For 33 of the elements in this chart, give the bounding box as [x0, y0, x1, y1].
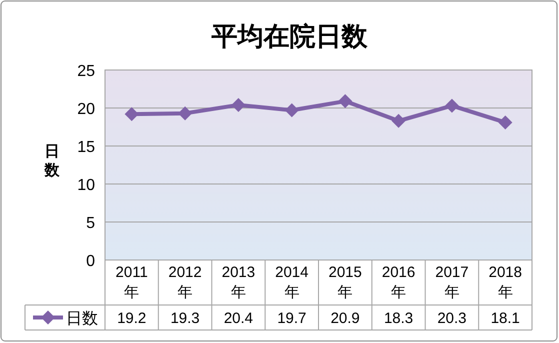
x-tick-label: 2014 年 [275, 264, 308, 301]
point [178, 106, 192, 120]
x-tick-label: 2018 年 [488, 264, 522, 301]
point [124, 107, 139, 122]
data-label: 20.4 [224, 310, 254, 327]
data-label: 18.3 [384, 310, 414, 327]
x-tick-label: 2011 年 [116, 264, 148, 301]
y-tick-label: 25 [77, 63, 96, 80]
point [338, 94, 352, 108]
point [284, 103, 299, 118]
data-label: 20.9 [330, 310, 360, 327]
y-tick-label: 10 [77, 177, 96, 194]
y-tick-label: 0 [86, 253, 96, 270]
y-tick-label: 20 [77, 101, 96, 118]
y-axis-title: 日数 [44, 143, 60, 179]
x-tick-label: 2015 年 [328, 264, 362, 301]
data-label: 19.7 [277, 310, 306, 327]
point [231, 98, 246, 112]
legend-label: 日数 [66, 310, 98, 328]
data-label: 20.3 [437, 310, 467, 327]
chart-title: 平均在院日数 [210, 21, 368, 51]
y-tick-label: 5 [86, 215, 96, 232]
data-label: 19.3 [170, 310, 200, 327]
point [498, 115, 512, 130]
data-label: 18.1 [490, 310, 520, 327]
x-tick-label: 2016 年 [382, 264, 416, 301]
data-label: 19.2 [117, 310, 146, 327]
x-tick-label: 2012 年 [168, 264, 202, 301]
point [444, 98, 459, 113]
point [392, 114, 406, 128]
x-tick-label: 2013 年 [222, 264, 256, 301]
x-tick-label: 2017 年 [435, 264, 469, 301]
y-tick-label: 15 [77, 139, 96, 156]
